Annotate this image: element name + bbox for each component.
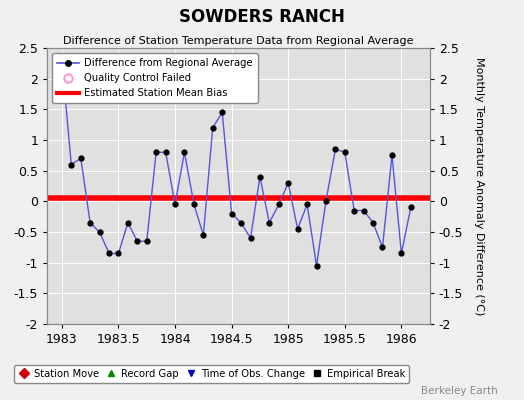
Text: Berkeley Earth: Berkeley Earth (421, 386, 498, 396)
Y-axis label: Monthly Temperature Anomaly Difference (°C): Monthly Temperature Anomaly Difference (… (474, 57, 484, 315)
Text: SOWDERS RANCH: SOWDERS RANCH (179, 8, 345, 26)
Title: Difference of Station Temperature Data from Regional Average: Difference of Station Temperature Data f… (63, 36, 413, 46)
Legend: Station Move, Record Gap, Time of Obs. Change, Empirical Break: Station Move, Record Gap, Time of Obs. C… (14, 365, 409, 383)
